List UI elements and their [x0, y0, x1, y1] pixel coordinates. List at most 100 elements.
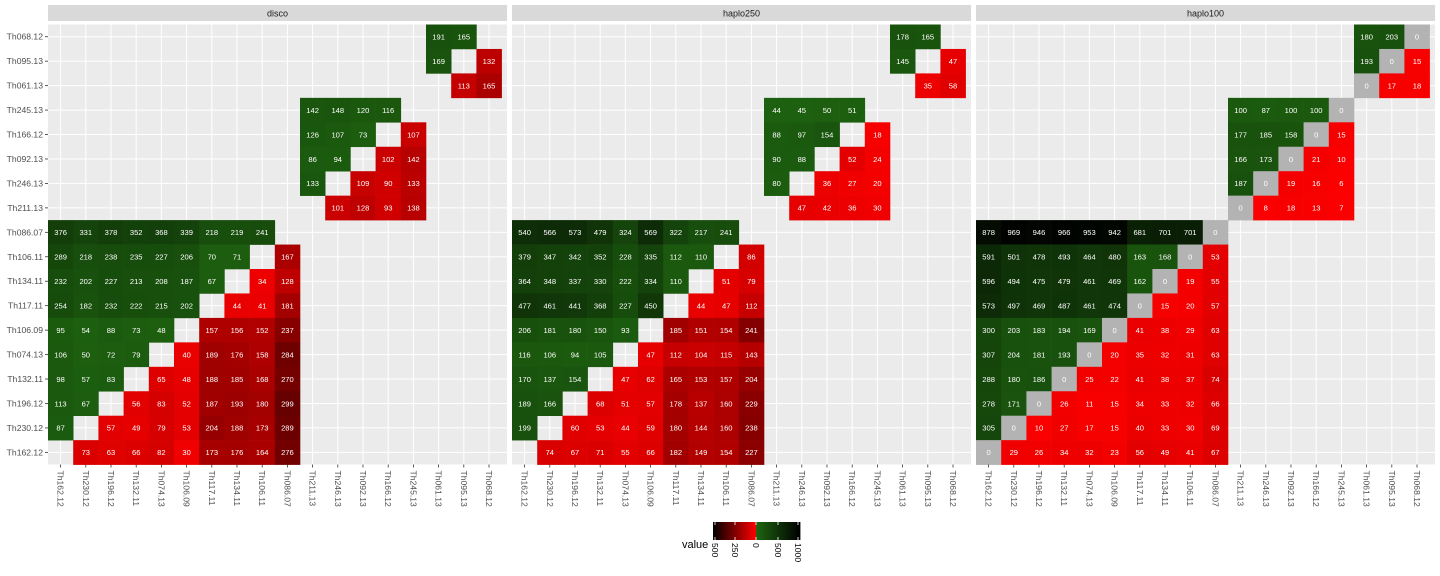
- legend-color-step: [749, 522, 751, 540]
- heatmap-cell: [1102, 342, 1128, 368]
- legend-color-step: [792, 522, 794, 540]
- cell-value-label: 0: [1339, 106, 1343, 115]
- legend-color-step: [783, 522, 785, 540]
- heatmap-cell: [1001, 269, 1027, 294]
- heatmap-cell: [1102, 415, 1128, 441]
- heatmap-cell: [512, 317, 538, 343]
- heatmap-cell: [638, 391, 664, 416]
- heatmap-cell: [1051, 415, 1078, 441]
- legend-color-step: [770, 522, 772, 540]
- cell-value-label: 44: [697, 301, 705, 310]
- legend-color-step: [744, 522, 746, 540]
- cell-value-label: 352: [130, 228, 143, 237]
- cell-value-label: 48: [157, 326, 165, 335]
- legend-color-step: [779, 522, 781, 540]
- cell-value-label: 187: [1234, 179, 1247, 188]
- heatmap-cell: [249, 220, 276, 245]
- legend-color-step: [718, 522, 720, 540]
- cell-value-label: 352: [594, 253, 607, 262]
- heatmap-cell: [1177, 317, 1204, 343]
- cell-value-label: 167: [281, 253, 294, 262]
- heatmap-cell: [224, 244, 250, 270]
- heatmap-cell: [512, 342, 538, 368]
- heatmap-cell: [426, 24, 452, 50]
- cell-value-label: 79: [132, 350, 140, 359]
- x-tick-label: Th106.09: [646, 471, 656, 508]
- heatmap-cell: [174, 244, 200, 270]
- cell-value-label: 142: [306, 106, 319, 115]
- cell-value-label: 222: [130, 301, 143, 310]
- heatmap-cell: [1354, 73, 1380, 99]
- heatmap-cell: [123, 244, 150, 270]
- heatmap-cell: [1001, 391, 1027, 416]
- heatmap-cell: [98, 415, 124, 441]
- heatmap-cell: [512, 269, 538, 294]
- cell-value-label: 57: [107, 424, 115, 433]
- heatmap-cell: [1202, 317, 1229, 343]
- heatmap-cell: [713, 220, 740, 245]
- x-tick-label: Th245.13: [1336, 471, 1346, 508]
- x-tick-label: Th211.13: [772, 471, 782, 507]
- cell-value-label: 22: [1110, 375, 1118, 384]
- heatmap-cell: [350, 122, 376, 148]
- heatmap-cell: [174, 293, 200, 319]
- heatmap-cell: [1177, 391, 1204, 416]
- cell-value-label: 53: [596, 424, 604, 433]
- x-tick-label: Th074.13: [620, 471, 630, 508]
- cell-value-label: 0: [1087, 350, 1091, 359]
- cell-value-label: 173: [1259, 155, 1272, 164]
- legend-color-step: [798, 522, 800, 540]
- cell-value-label: 79: [747, 277, 755, 286]
- cell-value-label: 44: [233, 301, 241, 310]
- cell-value-label: 180: [256, 399, 269, 408]
- heatmap-cell: [789, 122, 815, 148]
- cell-value-label: 300: [982, 326, 995, 335]
- heatmap-cell: [814, 97, 840, 123]
- heatmap-cell: [864, 171, 891, 196]
- heatmap-cell: [638, 293, 664, 319]
- cell-value-label: 100: [1285, 106, 1298, 115]
- cell-value-label: 66: [132, 448, 140, 457]
- cell-value-label: 126: [306, 130, 319, 139]
- cell-value-label: 180: [1360, 33, 1373, 42]
- heatmap-cell: [612, 293, 639, 319]
- cell-value-label: 100: [1310, 106, 1323, 115]
- cell-value-label: 878: [982, 228, 995, 237]
- cell-value-label: 173: [256, 424, 269, 433]
- cell-value-label: 337: [569, 277, 582, 286]
- heatmap-cell: [940, 48, 966, 74]
- cell-value-label: 364: [518, 277, 531, 286]
- heatmap-cell: [1152, 293, 1178, 319]
- legend-color-step: [782, 522, 784, 540]
- heatmap-cell: [1253, 97, 1279, 123]
- heatmap-cell: [325, 97, 351, 123]
- cell-value-label: 20: [1186, 301, 1194, 310]
- cell-value-label: 213: [130, 277, 143, 286]
- heatmap-cell: [476, 48, 502, 74]
- heatmap-cell: [612, 440, 639, 465]
- cell-value-label: 0: [1138, 301, 1142, 310]
- heatmap-cell: [73, 391, 99, 416]
- cell-value-label: 83: [107, 375, 115, 384]
- cell-value-label: 202: [180, 301, 193, 310]
- cell-value-label: 142: [407, 155, 420, 164]
- cell-value-label: 227: [155, 253, 168, 262]
- heatmap-cell: [688, 244, 714, 270]
- legend-tick-label: 1000: [793, 543, 803, 562]
- heatmap-cell: [1076, 317, 1103, 343]
- heatmap-cell: [764, 171, 790, 196]
- cell-value-label: 165: [669, 375, 682, 384]
- heatmap-cell: [249, 415, 276, 441]
- facet-strip: [48, 5, 507, 21]
- cell-value-label: 15: [1110, 399, 1118, 408]
- heatmap-cell: [1177, 269, 1204, 294]
- heatmap-cell: [1253, 171, 1279, 196]
- heatmap-cell: [789, 195, 815, 221]
- heatmap-cell: [814, 195, 840, 221]
- cell-value-label: 87: [1262, 106, 1270, 115]
- cell-value-label: 188: [205, 375, 218, 384]
- cell-value-label: 181: [281, 301, 294, 310]
- heatmap-cell: [1026, 415, 1052, 441]
- heatmap-cell: [1328, 122, 1355, 148]
- cell-value-label: 202: [79, 277, 92, 286]
